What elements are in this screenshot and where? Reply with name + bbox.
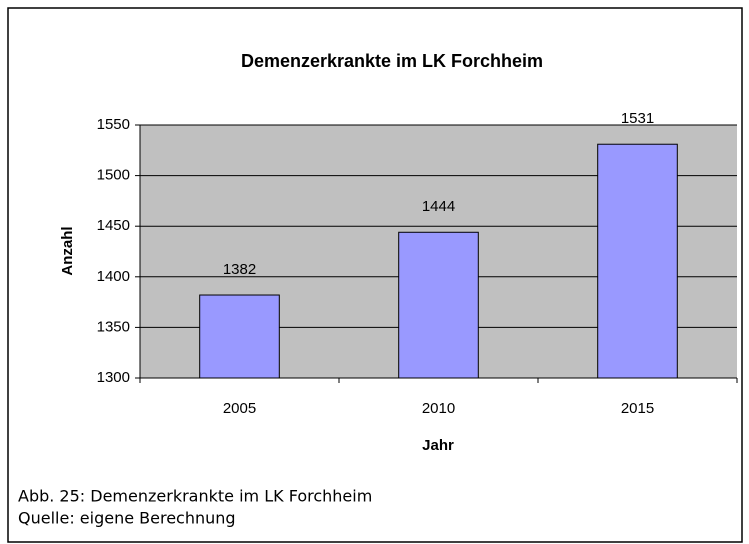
value-label: 1531 — [621, 110, 654, 127]
y-tick-label: 1400 — [97, 268, 130, 285]
value-label: 1382 — [223, 261, 256, 278]
x-tick-label: 2015 — [621, 400, 654, 417]
y-axis-label: Anzahl — [59, 226, 76, 275]
chart-title: Demenzerkrankte im LK Forchheim — [241, 51, 543, 71]
y-tick-label: 1550 — [97, 116, 130, 133]
value-label: 1444 — [422, 198, 455, 215]
frame — [7, 7, 743, 543]
caption-line: Abb. 25: Demenzerkrankte im LK Forchheim — [18, 487, 372, 506]
bar — [398, 231, 479, 379]
x-axis-label: Jahr — [422, 437, 454, 454]
caption-line: Quelle: eigene Berechnung — [18, 509, 236, 528]
y-tick-label: 1300 — [97, 369, 130, 386]
x-tick-label: 2010 — [422, 400, 455, 417]
y-tick-label: 1450 — [97, 217, 130, 234]
bar — [597, 143, 678, 379]
x-tick-label: 2005 — [223, 400, 256, 417]
y-tick-label: 1500 — [97, 167, 130, 184]
y-tick-label: 1350 — [97, 318, 130, 335]
bar — [199, 294, 280, 379]
